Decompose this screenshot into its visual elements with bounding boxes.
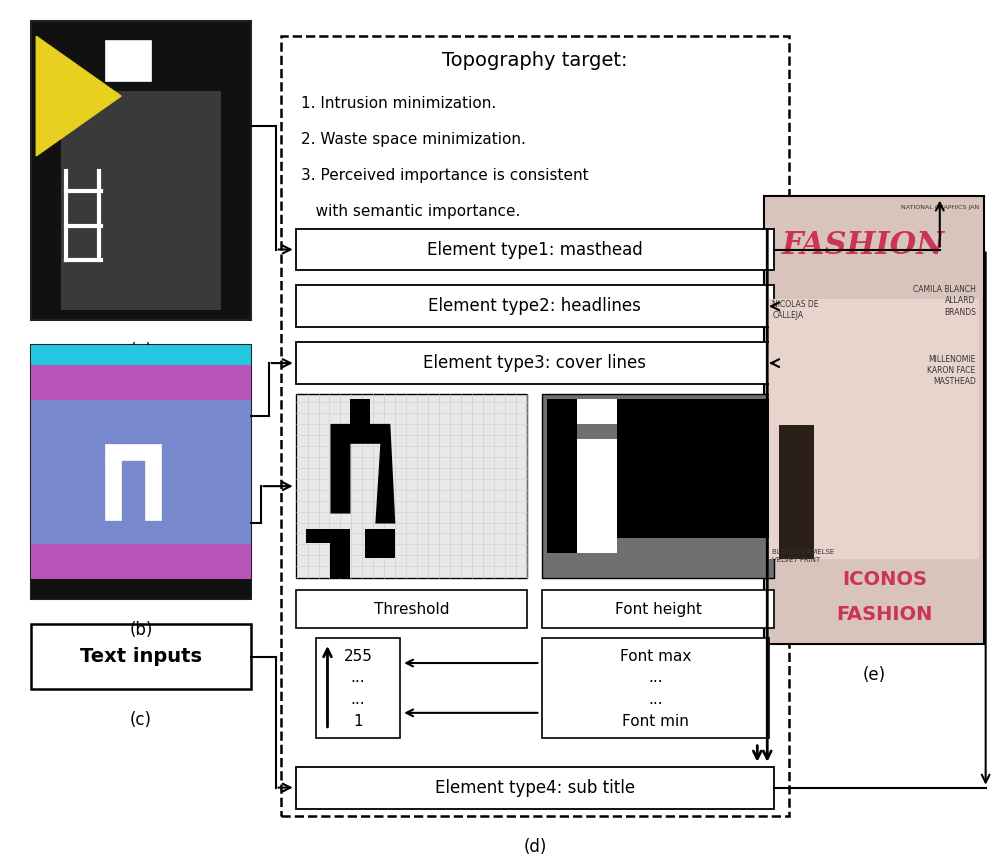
Text: Font height: Font height bbox=[614, 602, 701, 617]
Text: ICONOS: ICONOS bbox=[842, 570, 927, 589]
Text: 1: 1 bbox=[353, 715, 363, 729]
FancyBboxPatch shape bbox=[316, 638, 400, 738]
FancyBboxPatch shape bbox=[769, 299, 978, 559]
Text: FASHION: FASHION bbox=[781, 230, 944, 261]
FancyBboxPatch shape bbox=[296, 342, 774, 384]
FancyBboxPatch shape bbox=[106, 41, 151, 81]
Text: (b): (b) bbox=[129, 621, 152, 639]
Text: Threshold: Threshold bbox=[374, 602, 449, 617]
FancyBboxPatch shape bbox=[31, 564, 250, 579]
Text: Element type1: masthead: Element type1: masthead bbox=[427, 241, 642, 259]
Polygon shape bbox=[365, 528, 395, 558]
Text: 3. Perceived importance is consistent: 3. Perceived importance is consistent bbox=[301, 167, 587, 183]
Text: Element type2: headlines: Element type2: headlines bbox=[428, 297, 640, 315]
Text: MILLENOMIE
KARON FACE
MASTHEAD: MILLENOMIE KARON FACE MASTHEAD bbox=[927, 356, 975, 387]
Text: ...: ... bbox=[351, 671, 365, 685]
FancyBboxPatch shape bbox=[542, 394, 774, 578]
FancyBboxPatch shape bbox=[31, 365, 250, 400]
FancyBboxPatch shape bbox=[31, 579, 250, 599]
Text: (c): (c) bbox=[130, 711, 152, 729]
Polygon shape bbox=[779, 425, 814, 559]
FancyBboxPatch shape bbox=[31, 545, 250, 579]
Text: FASHION: FASHION bbox=[836, 605, 932, 624]
Text: Font min: Font min bbox=[622, 715, 688, 729]
FancyBboxPatch shape bbox=[31, 624, 250, 689]
Polygon shape bbox=[306, 528, 350, 578]
Text: 1. Intrusion minimization.: 1. Intrusion minimization. bbox=[301, 96, 495, 111]
Text: CAMILA BLANCH
ALLARD
BRANDS: CAMILA BLANCH ALLARD BRANDS bbox=[912, 286, 975, 317]
FancyBboxPatch shape bbox=[31, 400, 250, 564]
FancyBboxPatch shape bbox=[146, 460, 160, 520]
Polygon shape bbox=[577, 399, 616, 424]
Text: (e): (e) bbox=[862, 666, 885, 684]
FancyBboxPatch shape bbox=[542, 638, 769, 738]
Polygon shape bbox=[547, 424, 577, 553]
Text: ...: ... bbox=[351, 692, 365, 708]
Text: NATIONAL GRAPHICS JAN: NATIONAL GRAPHICS JAN bbox=[900, 205, 978, 211]
Polygon shape bbox=[616, 424, 769, 539]
FancyBboxPatch shape bbox=[106, 460, 121, 520]
Text: 2. Waste space minimization.: 2. Waste space minimization. bbox=[301, 132, 525, 147]
Text: (d): (d) bbox=[523, 838, 546, 856]
FancyBboxPatch shape bbox=[296, 394, 527, 578]
Polygon shape bbox=[547, 399, 769, 424]
Polygon shape bbox=[36, 36, 121, 156]
Text: BLAZER CAMELSE
VELVET PRINT: BLAZER CAMELSE VELVET PRINT bbox=[772, 550, 834, 563]
FancyBboxPatch shape bbox=[61, 91, 220, 311]
FancyBboxPatch shape bbox=[296, 590, 527, 628]
FancyBboxPatch shape bbox=[106, 444, 160, 460]
Polygon shape bbox=[350, 399, 370, 424]
FancyBboxPatch shape bbox=[296, 229, 774, 270]
FancyBboxPatch shape bbox=[31, 22, 250, 320]
Text: Text inputs: Text inputs bbox=[80, 647, 201, 666]
Text: ...: ... bbox=[648, 671, 662, 685]
Text: NICOLAS DE
CALLEJA: NICOLAS DE CALLEJA bbox=[772, 300, 818, 320]
Text: Element type4: sub title: Element type4: sub title bbox=[435, 778, 634, 797]
Text: (a): (a) bbox=[129, 342, 152, 360]
FancyBboxPatch shape bbox=[542, 590, 774, 628]
FancyBboxPatch shape bbox=[296, 766, 774, 809]
Text: Font max: Font max bbox=[619, 649, 690, 664]
Text: with semantic importance.: with semantic importance. bbox=[301, 204, 519, 218]
FancyBboxPatch shape bbox=[31, 345, 250, 599]
Text: 255: 255 bbox=[343, 649, 372, 664]
Text: Topography target:: Topography target: bbox=[442, 51, 627, 70]
Polygon shape bbox=[577, 438, 616, 553]
Bar bbox=[281, 36, 789, 816]
FancyBboxPatch shape bbox=[764, 196, 983, 644]
Text: ...: ... bbox=[648, 692, 662, 708]
FancyBboxPatch shape bbox=[31, 345, 250, 365]
Polygon shape bbox=[330, 424, 395, 524]
Text: Element type3: cover lines: Element type3: cover lines bbox=[423, 354, 645, 372]
FancyBboxPatch shape bbox=[296, 286, 774, 327]
